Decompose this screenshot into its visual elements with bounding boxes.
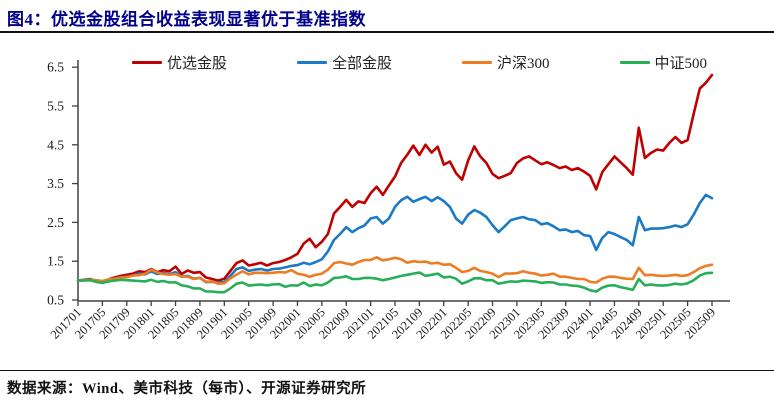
chart-legend: 优选金股 全部金股 沪深300 中证500 [132,52,707,73]
legend-item-selected-gold-stocks: 优选金股 [132,52,227,73]
legend-item-all-gold-stocks: 全部金股 [297,52,392,73]
legend-item-hs300: 沪深300 [462,52,550,73]
svg-text:3.5: 3.5 [47,176,64,191]
red-line-swatch-icon [132,60,162,65]
data-source-note: 数据来源：Wind、美市科技（每市）、开源证券研究所 [7,381,367,397]
svg-text:5.5: 5.5 [47,99,64,114]
svg-text:1.5: 1.5 [47,254,64,269]
blue-line-swatch-icon [297,60,328,65]
figure-title: 图4：优选金股组合收益表现显著优于基准指数 [7,10,366,29]
svg-text:0.5: 0.5 [47,293,64,308]
title-underline [0,31,774,33]
svg-text:2.5: 2.5 [47,215,64,230]
green-line-swatch-icon [619,60,650,65]
footer-rule [0,370,774,371]
legend-label: 沪深300 [497,56,550,72]
legend-item-csi500: 中证500 [619,52,708,73]
orange-line-swatch-icon [462,60,493,65]
legend-label: 优选金股 [167,56,228,72]
svg-text:4.5: 4.5 [47,137,64,152]
svg-text:6.5: 6.5 [47,60,64,75]
legend-label: 中证500 [654,56,708,72]
legend-label: 全部金股 [332,56,393,72]
